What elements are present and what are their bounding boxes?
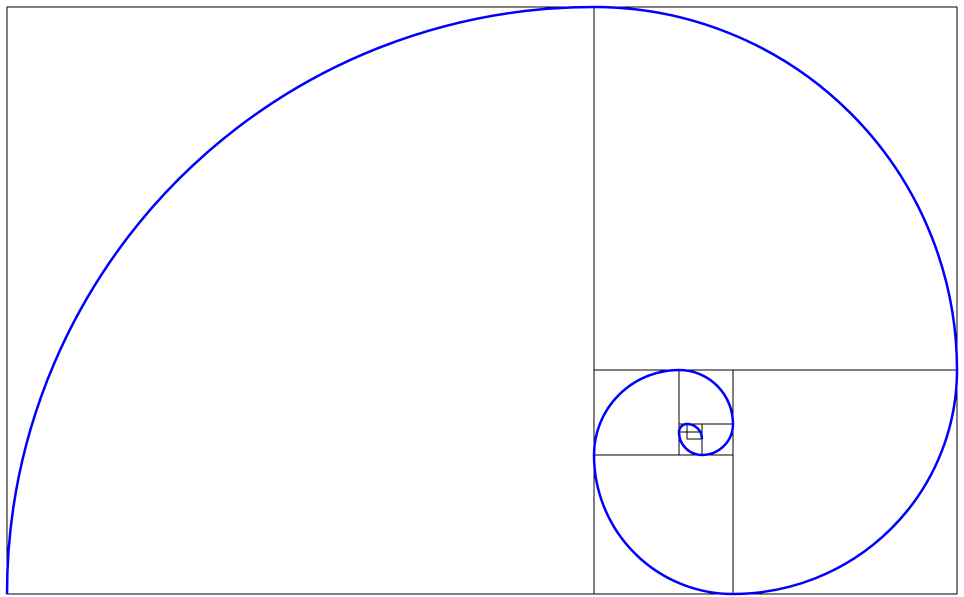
golden-square [733,370,957,594]
golden-spiral-diagram [0,0,964,597]
golden-square [594,7,957,370]
golden-square [7,7,594,594]
golden-spiral-curve [7,7,957,594]
golden-square [7,7,957,594]
golden-rectangles-group [7,7,957,594]
golden-square [594,455,733,594]
